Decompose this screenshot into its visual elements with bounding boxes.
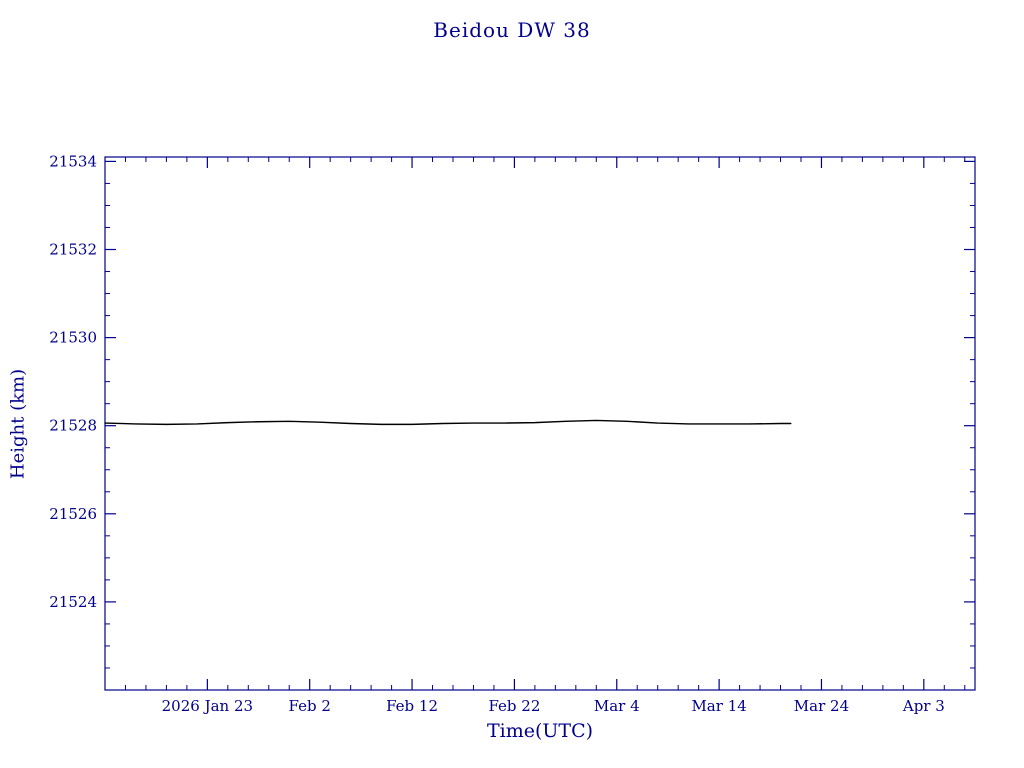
x-tick-label: Apr 3 [902, 697, 945, 715]
y-tick-label: 21534 [49, 152, 97, 170]
x-axis-label: Time(UTC) [486, 720, 594, 742]
y-tick-label: 21530 [49, 329, 97, 347]
y-tick-label: 21524 [49, 593, 97, 611]
x-tick-label: 2026 Jan 23 [162, 697, 253, 715]
chart-title: Beidou DW 38 [433, 18, 591, 42]
x-tick-label: Mar 14 [691, 697, 746, 715]
x-tick-label: Feb 12 [386, 697, 438, 715]
x-tick-label: Mar 4 [594, 697, 640, 715]
height-data-line [104, 419, 792, 426]
y-tick-label: 21532 [49, 241, 97, 259]
plot-frame [104, 156, 976, 691]
y-tick-label: 21528 [49, 417, 97, 435]
y-tick-label: 21526 [49, 505, 97, 523]
x-tick-label: Mar 24 [794, 697, 849, 715]
x-tick-label: Feb 22 [488, 697, 540, 715]
x-tick-label: Feb 2 [289, 697, 331, 715]
